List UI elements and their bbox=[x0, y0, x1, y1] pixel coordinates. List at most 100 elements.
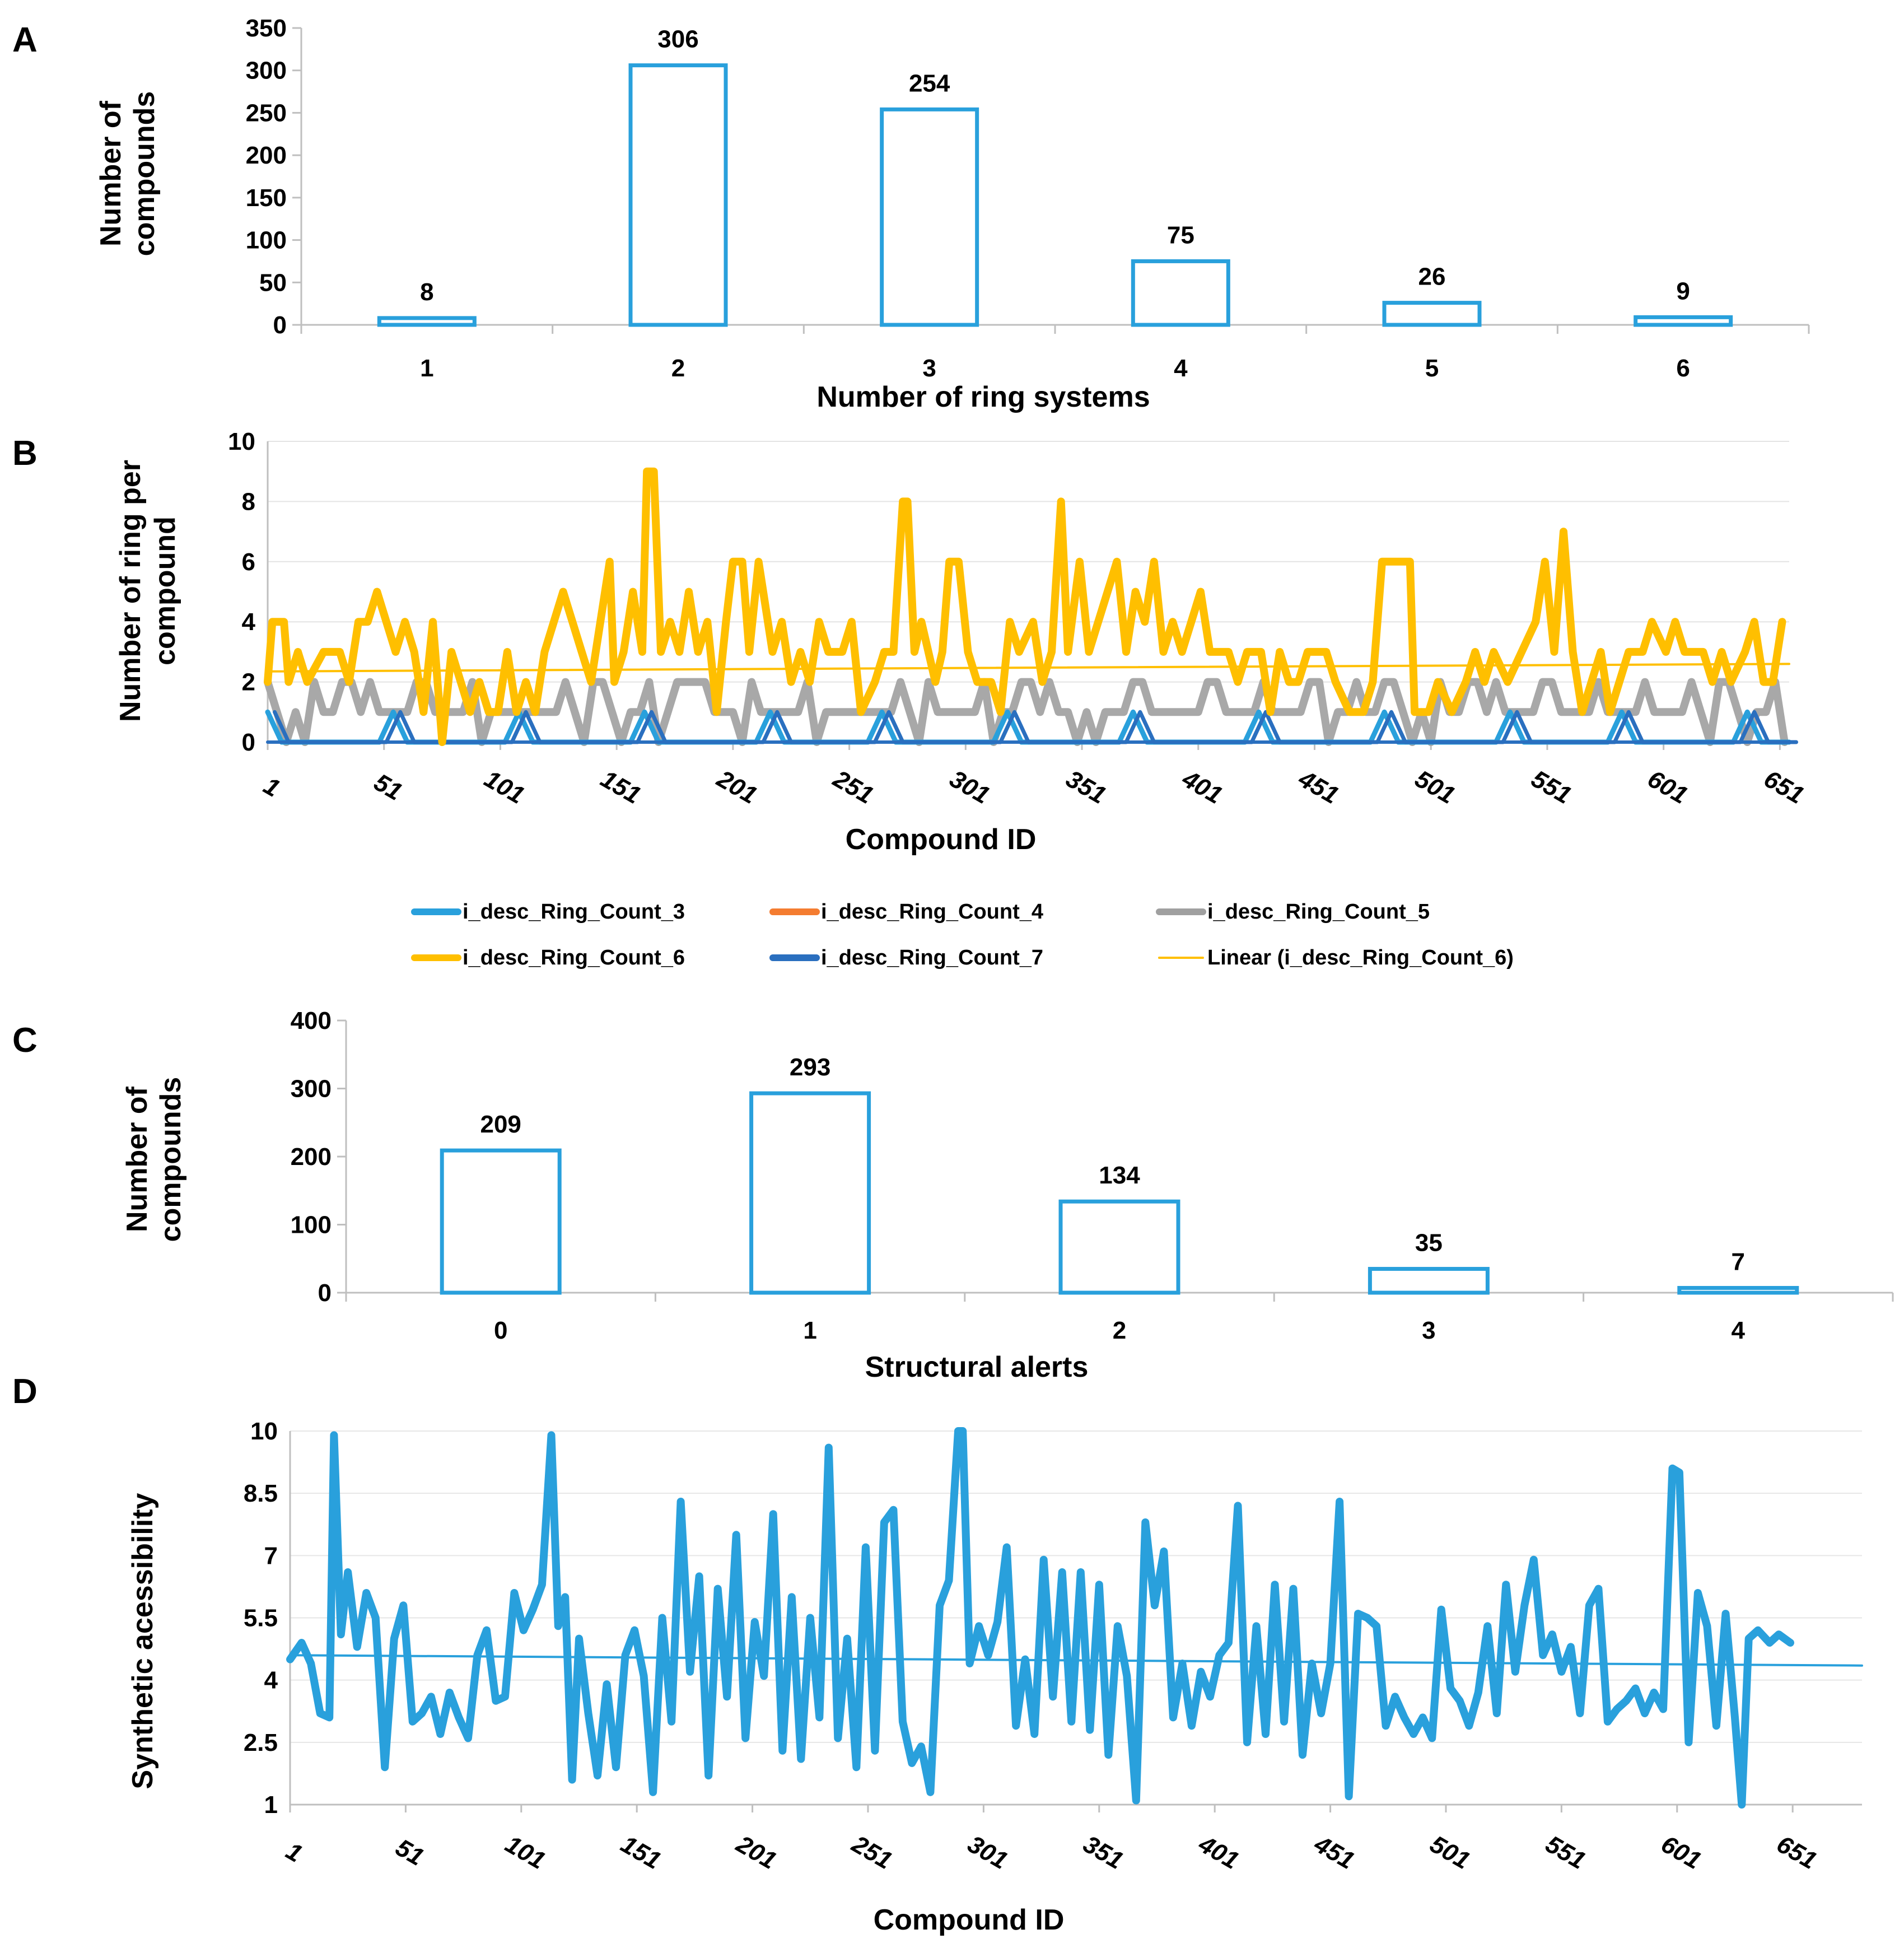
panel-b-legend-label: i_desc_Ring_Count_3 bbox=[463, 900, 685, 924]
panel-a-data-label: 8 bbox=[420, 278, 433, 306]
panel-d-y-tick-label: 10 bbox=[250, 1418, 278, 1445]
panel-c-data-label: 293 bbox=[790, 1054, 830, 1081]
panel-c-y-tick-label: 300 bbox=[291, 1075, 332, 1103]
panel-a-y-tick-label: 150 bbox=[246, 184, 287, 212]
panel-d-y-tick-label: 7 bbox=[264, 1542, 278, 1569]
panel-b-x-tick-label: 201 bbox=[712, 765, 762, 809]
panel-b-x-tick-label: 51 bbox=[370, 768, 407, 806]
panel-d-y-tick-label: 5.5 bbox=[244, 1605, 278, 1632]
panel-d-x-tick-label: 301 bbox=[963, 1830, 1012, 1875]
panel-a-x-tick-label: 3 bbox=[922, 355, 936, 382]
panel-a: A Number of ring systems Number of compo… bbox=[12, 15, 1810, 413]
panel-c-bar bbox=[1058, 1199, 1180, 1295]
panel-c-letter: C bbox=[12, 1021, 38, 1060]
panel-d-x-tick-label: 551 bbox=[1541, 1830, 1590, 1875]
panel-b-legend-label: Linear (i_desc_Ring_Count_6) bbox=[1207, 946, 1514, 970]
panel-b: B Compound ID Number of ring per compoun… bbox=[12, 428, 1809, 970]
panel-d-x-tick-label: 401 bbox=[1194, 1830, 1244, 1875]
panel-b-y-title-line2: compound bbox=[149, 516, 181, 665]
panel-a-y-tick-label: 300 bbox=[246, 57, 287, 85]
panel-b-x-tick-label: 151 bbox=[596, 765, 645, 809]
panel-d-y-tick-label: 4 bbox=[264, 1667, 278, 1694]
panel-b-x-tick-label: 501 bbox=[1410, 765, 1459, 809]
panel-d-x-tick-label: 251 bbox=[847, 1830, 897, 1875]
panel-b-y-tick-label: 10 bbox=[228, 428, 255, 455]
panel-b-y-tick-label: 2 bbox=[242, 669, 255, 696]
panel-c-y-tick-label: 200 bbox=[291, 1143, 332, 1171]
panel-a-data-label: 306 bbox=[657, 26, 698, 53]
panel-d-x-tick-label: 651 bbox=[1772, 1830, 1821, 1875]
panel-c-y-title-line1: Number of bbox=[121, 1086, 153, 1232]
panel-b-y-title-line1: Number of ring per bbox=[114, 460, 147, 722]
panel-a-bar bbox=[880, 107, 979, 327]
panel-a-data-label: 9 bbox=[1676, 277, 1690, 305]
panel-a-bar bbox=[1382, 301, 1482, 327]
panel-d-x-tick-label: 51 bbox=[391, 1834, 428, 1871]
panel-b-x-title: Compound ID bbox=[846, 823, 1037, 856]
panel-a-y-title-line1: Number of bbox=[95, 100, 127, 246]
panel-d-x-tick-label: 451 bbox=[1309, 1830, 1359, 1875]
panel-b-y-tick-label: 6 bbox=[242, 548, 255, 576]
panel-d-x-tick-label: 351 bbox=[1079, 1830, 1128, 1875]
panel-d-x-tick-label: 151 bbox=[616, 1830, 665, 1875]
panel-d-y-tick-label: 1 bbox=[264, 1791, 278, 1819]
panel-d-letter: D bbox=[12, 1372, 38, 1411]
panel-a-y-tick-label: 350 bbox=[246, 15, 287, 42]
panel-a-y-tick-label: 200 bbox=[246, 142, 287, 169]
panel-a-x-tick-label: 1 bbox=[420, 355, 433, 382]
panel-c-x-tick-label: 1 bbox=[803, 1317, 816, 1344]
panel-c-y-tick-label: 400 bbox=[291, 1007, 332, 1034]
panel-c-data-label: 209 bbox=[480, 1111, 521, 1138]
panel-b-y-tick-label: 8 bbox=[242, 488, 255, 515]
panel-a-y-tick-label: 100 bbox=[246, 227, 287, 254]
panel-a-bar bbox=[1634, 315, 1733, 327]
panel-a-bar bbox=[377, 316, 477, 327]
panel-d-x-tick-label: 501 bbox=[1425, 1830, 1474, 1875]
panel-b-legend-label: i_desc_Ring_Count_4 bbox=[821, 900, 1043, 924]
panel-d-y-tick-label: 8.5 bbox=[244, 1480, 278, 1507]
panel-a-data-label: 26 bbox=[1418, 263, 1446, 291]
panel-b-x-tick-label: 601 bbox=[1643, 765, 1692, 809]
panel-c-y-tick-label: 100 bbox=[291, 1211, 332, 1239]
panel-c-bar bbox=[440, 1148, 562, 1295]
panel-c-data-label: 35 bbox=[1415, 1229, 1443, 1256]
panel-b-legend-label: i_desc_Ring_Count_6 bbox=[463, 946, 685, 970]
panel-c-bar bbox=[1368, 1266, 1490, 1295]
panel-c-x-tick-label: 4 bbox=[1732, 1317, 1746, 1344]
panel-c-bar bbox=[749, 1091, 871, 1295]
panel-d-x-tick-label: 201 bbox=[731, 1830, 781, 1875]
panel-b-x-tick-label: 401 bbox=[1177, 765, 1227, 809]
panel-a-x-tick-label: 6 bbox=[1676, 355, 1690, 382]
panel-a-data-label: 254 bbox=[909, 69, 950, 97]
panel-d-y-title: Synthetic acessibility bbox=[127, 1493, 159, 1789]
panel-a-y-tick-label: 0 bbox=[273, 311, 287, 339]
panel-b-y-tick-label: 4 bbox=[242, 608, 256, 636]
panel-b-x-tick-label: 1 bbox=[259, 772, 284, 803]
panel-c-x-tick-label: 2 bbox=[1113, 1317, 1126, 1344]
panel-d-x-tick-label: 601 bbox=[1656, 1830, 1706, 1875]
panel-a-x-title: Number of ring systems bbox=[816, 381, 1150, 413]
panel-a-letter: A bbox=[12, 21, 38, 59]
panel-b-x-tick-label: 351 bbox=[1061, 765, 1110, 809]
panel-b-series-ring-count-7 bbox=[273, 710, 1798, 744]
panel-b-x-tick-label: 451 bbox=[1294, 765, 1343, 809]
panel-c-data-label: 134 bbox=[1099, 1162, 1140, 1189]
panel-a-bar bbox=[628, 63, 728, 327]
panel-b-x-tick-label: 651 bbox=[1760, 765, 1809, 809]
panel-b-x-tick-label: 251 bbox=[828, 765, 878, 809]
panel-a-y-tick-label: 50 bbox=[259, 269, 287, 296]
panel-d-x-tick-label: 1 bbox=[281, 1837, 307, 1868]
panel-b-series-linear-trend bbox=[267, 663, 1790, 673]
panel-a-x-tick-label: 4 bbox=[1174, 355, 1188, 382]
panel-b-x-tick-label: 101 bbox=[480, 765, 529, 809]
panel-c-y-tick-label: 0 bbox=[318, 1279, 332, 1307]
panel-d-x-tick-label: 101 bbox=[501, 1830, 550, 1875]
panel-c-x-title: Structural alerts bbox=[865, 1351, 1089, 1383]
panel-c-x-tick-label: 0 bbox=[494, 1317, 507, 1344]
panel-a-x-tick-label: 2 bbox=[671, 355, 685, 382]
panel-a-y-title-line2: compounds bbox=[128, 91, 161, 257]
panel-b-y-tick-label: 0 bbox=[242, 729, 255, 756]
panel-c-x-tick-label: 3 bbox=[1422, 1317, 1435, 1344]
panel-b-legend-label: i_desc_Ring_Count_5 bbox=[1207, 900, 1430, 924]
